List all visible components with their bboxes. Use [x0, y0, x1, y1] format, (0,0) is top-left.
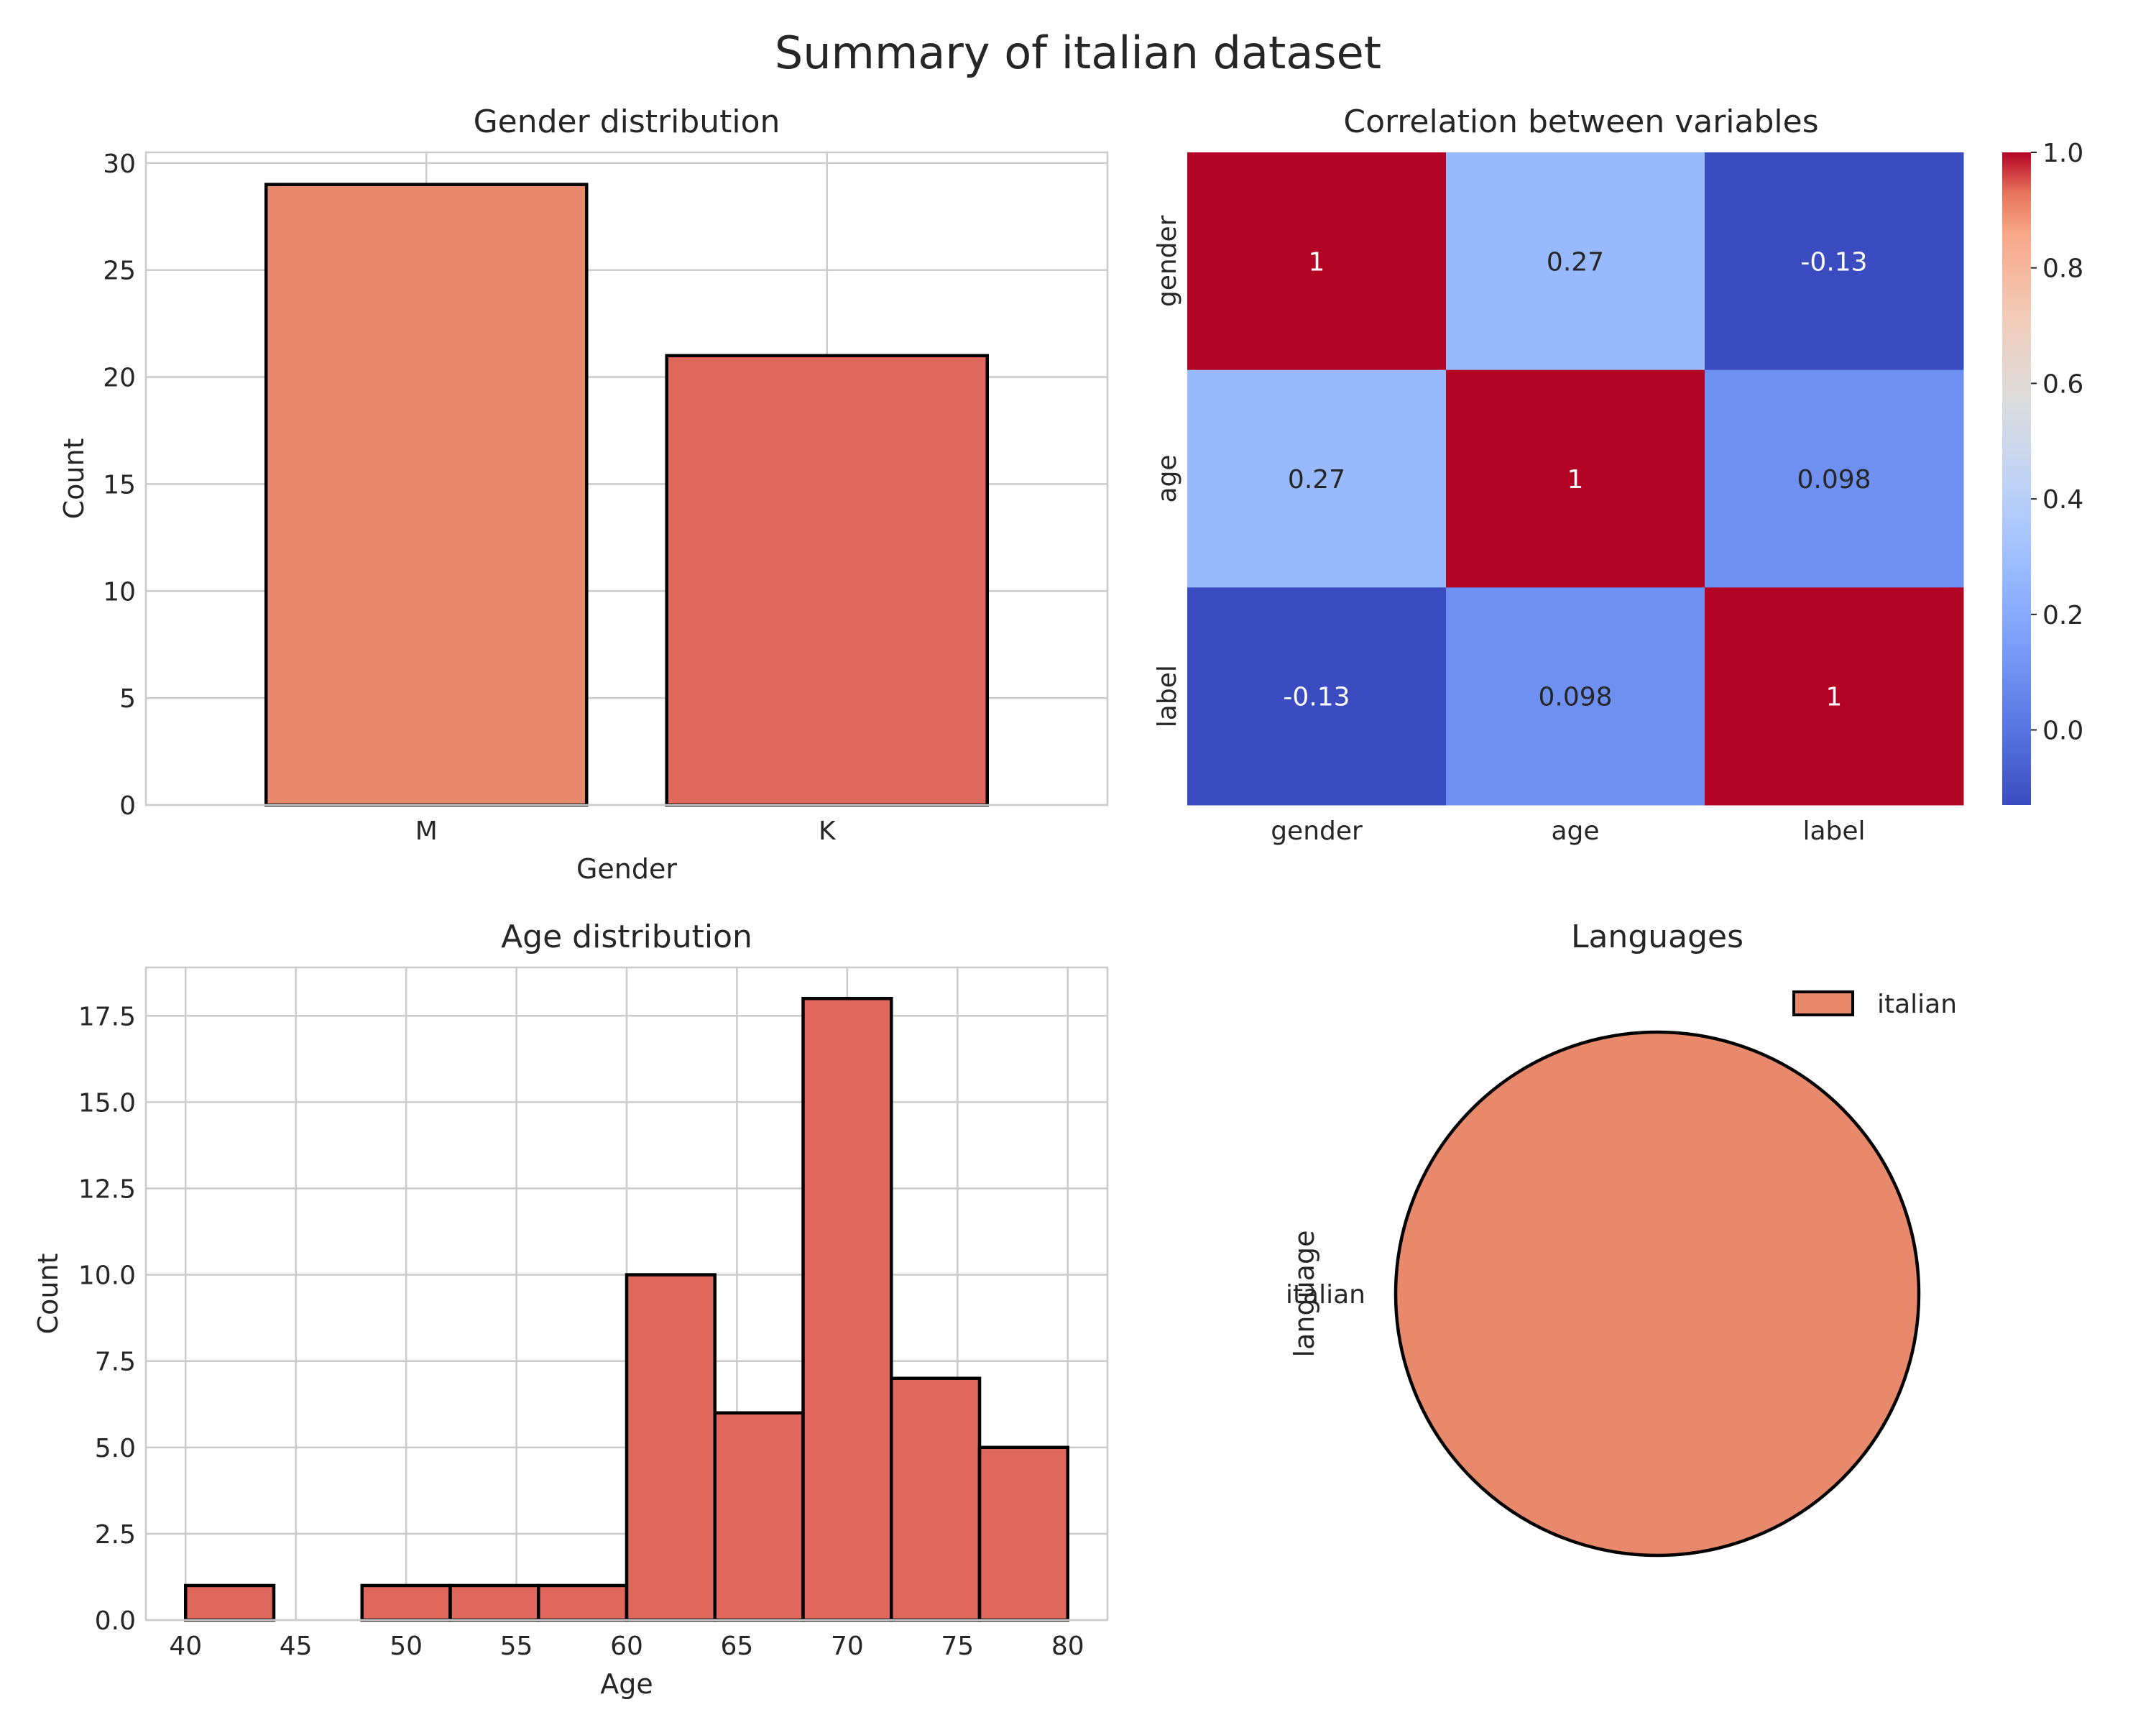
heatmap-cell-age-label: [1705, 369, 1964, 588]
age-ytick-label: 17.5: [78, 1002, 136, 1031]
gender-ytick-label: 20: [103, 364, 136, 393]
heatmap-title: Correlation between variables: [1343, 104, 1818, 140]
heatmap-cell-label-age: [1446, 587, 1705, 806]
gender-ytick-label: 15: [103, 470, 136, 500]
age-histogram-bar: [890, 1376, 982, 1622]
age-chart-title: Age distribution: [501, 919, 752, 955]
gender-ytick-label: 10: [103, 577, 136, 607]
gender-ytick-label: 0: [119, 791, 136, 821]
heatmap-annotation: -0.13: [1283, 683, 1350, 712]
heatmap-annotation: -0.13: [1800, 247, 1867, 277]
age-xtick-label: 75: [941, 1632, 974, 1661]
gender-ytick-label: 30: [103, 150, 136, 179]
age-chart-xlabel: Age: [600, 1668, 653, 1700]
colorbar-tick-label: 0.8: [2042, 254, 2083, 284]
age-chart-ticks: 0.0 2.5 5.0 7.5 10.0 12.5 15.0 17.5 40 45 50 55 60 65…: [78, 1002, 1084, 1661]
gender-chart-frame: [144, 151, 1109, 806]
pie-chart-ylabel: language: [1289, 1230, 1320, 1358]
heatmap-annotation: 0.27: [1288, 465, 1345, 494]
gender-xtick-label: M: [415, 816, 438, 846]
age-chart-ylabel: Count: [32, 1254, 64, 1335]
heatmap-xtick-label: gender: [1271, 816, 1363, 846]
age-ytick-label: 2.5: [95, 1520, 136, 1550]
gender-chart-title: Gender distribution: [474, 104, 780, 140]
age-chart-frame: [144, 966, 1109, 1622]
age-histogram-bar: [713, 1411, 805, 1622]
gender-xtick-label: K: [819, 816, 837, 846]
age-xtick-label: 55: [500, 1632, 533, 1661]
heatmap-cell-age-age: [1446, 369, 1705, 588]
legend-swatch: [1792, 990, 1854, 1016]
age-histogram-bar: [183, 1583, 276, 1622]
gender-chart-xlabel: Gender: [576, 853, 677, 885]
heatmap-ytick-label: age: [1153, 454, 1182, 502]
gender-chart-bars: [264, 183, 989, 807]
pie-legend: italian: [1792, 990, 1957, 1019]
age-histogram-bar: [625, 1273, 717, 1622]
gender-ytick-label: 5: [119, 684, 136, 714]
age-histogram-bar: [977, 1445, 1070, 1622]
age-ytick-label: 0.0: [95, 1606, 136, 1636]
heatmap-cell-gender-age: [1446, 152, 1705, 371]
age-xtick-label: 70: [831, 1632, 864, 1661]
heatmap-annotation: 0.098: [1538, 683, 1612, 712]
age-ytick-label: 7.5: [95, 1348, 136, 1377]
figure-title: Summary of italian dataset: [775, 27, 1381, 79]
colorbar-tick-label: 0.2: [2042, 601, 2083, 630]
age-xtick-label: 40: [169, 1632, 202, 1661]
colorbar-tick-label: 0.0: [2042, 717, 2083, 746]
pie-slice-label: italian: [1286, 1280, 1365, 1310]
heatmap-cell-gender-gender: [1187, 152, 1447, 371]
pie-slices: italian: [1286, 1030, 1921, 1558]
age-xtick-label: 80: [1051, 1632, 1084, 1661]
heatmap-annotation: 0.27: [1547, 247, 1604, 277]
languages-pie-chart: Languages italian language italian: [1286, 919, 1957, 1558]
gender-bar-M: [264, 183, 589, 807]
heatmap-colorbar: [2002, 152, 2031, 805]
age-chart-bars: [183, 996, 1070, 1622]
colorbar-tick-label: 1.0: [2042, 139, 2083, 168]
pie-slice-italian: [1393, 1030, 1921, 1558]
age-xtick-label: 45: [280, 1632, 313, 1661]
gender-chart-ylabel: Count: [58, 438, 90, 520]
colorbar-tick-label: 0.4: [2042, 485, 2083, 515]
heatmap-annotation: 1: [1309, 247, 1325, 277]
heatmap-cell-label-gender: [1187, 587, 1447, 806]
heatmap-annotation: 1: [1567, 465, 1584, 494]
colorbar-ticks: 0.0 0.2 0.4 0.6 0.8 1.0: [2031, 139, 2083, 746]
age-distribution-chart: Age distribution 0.0 2.5 5.0 7.5 10.0 12.5 15.…: [32, 919, 1109, 1700]
gender-chart-ticks: 0 5 10 15 20 25 30 M K: [103, 150, 837, 846]
age-xtick-label: 65: [721, 1632, 754, 1661]
gender-ytick-label: 25: [103, 257, 136, 286]
heatmap-ytick-label: gender: [1153, 215, 1182, 307]
heatmap-annotation: 1: [1826, 683, 1843, 712]
age-histogram-bar: [536, 1583, 629, 1622]
age-histogram-bar: [448, 1583, 540, 1622]
heatmap-cell-label-label: [1705, 587, 1964, 806]
heatmap-annotation: 0.098: [1797, 465, 1871, 494]
heatmap-cell-gender-label: [1705, 152, 1964, 371]
heatmap-cell-age-gender: [1187, 369, 1447, 588]
heatmap-tick-labels: gender age label gender age label: [1153, 215, 1866, 846]
pie-chart-title: Languages: [1571, 919, 1743, 955]
legend-label: italian: [1877, 990, 1957, 1019]
heatmap-cells: 1 0.27 -0.13 0.27 1 0.098 -0.13 0.098 1: [1187, 152, 1964, 806]
gender-bar-K: [665, 354, 989, 807]
age-ytick-label: 12.5: [78, 1174, 136, 1204]
heatmap-xtick-label: age: [1551, 816, 1599, 846]
age-ytick-label: 10.0: [78, 1261, 136, 1291]
gender-distribution-chart: Gender distribution 0 5 10 15 20 25 30 M K Gende…: [58, 104, 1109, 885]
heatmap-xtick-label: label: [1802, 816, 1865, 846]
age-ytick-label: 5.0: [95, 1434, 136, 1463]
age-xtick-label: 50: [390, 1632, 423, 1661]
age-xtick-label: 60: [610, 1632, 643, 1661]
age-ytick-label: 15.0: [78, 1088, 136, 1118]
age-histogram-bar: [360, 1583, 452, 1622]
age-histogram-bar: [801, 996, 893, 1622]
colorbar-tick-label: 0.6: [2042, 369, 2083, 399]
correlation-heatmap: Correlation between variables 1 0.27 -0.13…: [1153, 104, 2083, 846]
heatmap-ytick-label: label: [1153, 665, 1182, 727]
